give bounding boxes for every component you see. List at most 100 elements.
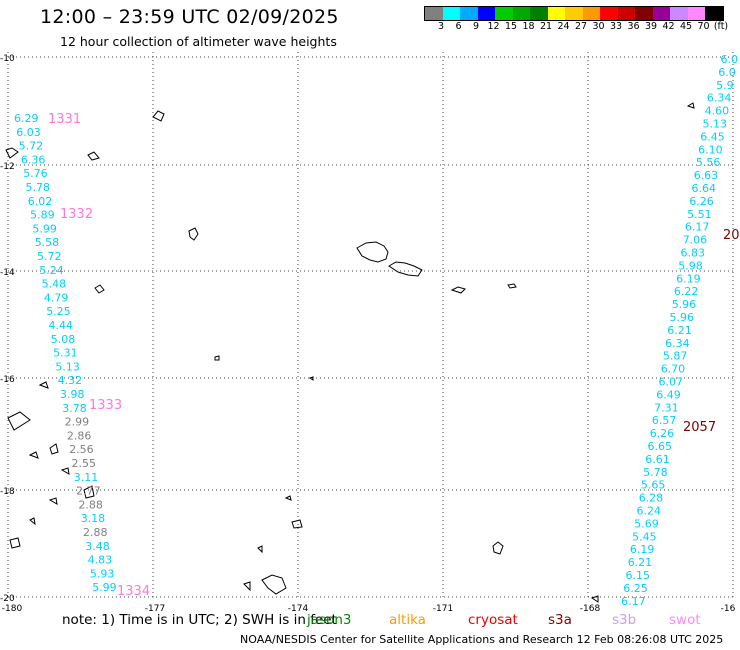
manua-island: [507, 283, 517, 289]
wave-height-value: 4.44: [49, 319, 74, 332]
colorbar-label: 6: [455, 21, 462, 32]
wave-height-value: 6.17: [621, 595, 646, 608]
axis-labels: -180 -177 -174 -171 -168 -16 -10 -12 -14 -16 -18 -2…: [0, 54, 736, 614]
wave-height-value: 2.86: [67, 429, 92, 442]
wave-height-value: 6.49: [656, 388, 681, 401]
small-island-niue: [492, 541, 504, 555]
wave-height-value: 6.25: [623, 582, 648, 595]
map-subtitle: 12 hour collection of altimeter wave hei…: [60, 34, 337, 49]
lau-island-h: [48, 497, 58, 505]
wave-height-value: 6.70: [661, 363, 686, 376]
lau-island-a: [38, 381, 49, 389]
lau-island-c: [49, 443, 59, 455]
wallis-island: [188, 227, 199, 241]
colorbar-cell: [495, 7, 513, 20]
colorbar-cell: [635, 7, 653, 20]
colorbar-cell: [670, 7, 688, 20]
colorbar-cell: [687, 7, 705, 20]
futuna-island: [94, 284, 105, 294]
satellite-legend-item: swot: [669, 612, 701, 628]
wave-height-value: 5.69: [634, 517, 659, 530]
colorbar-label: 21: [539, 21, 553, 32]
longitude-tick-label: -180: [2, 604, 23, 614]
wave-height-value: 7.06: [683, 234, 708, 247]
longitude-tick-label: -174: [288, 604, 309, 614]
pass-number-label: 1333: [89, 398, 122, 413]
wave-height-value: 5.48: [42, 278, 67, 291]
wave-height-value: 5.72: [19, 140, 43, 153]
tonga-island-e: [284, 495, 292, 501]
wave-height-value: 6.28: [639, 492, 664, 505]
small-island-north: [152, 110, 165, 122]
satellite-legend-item: altika: [389, 612, 426, 628]
wave-height-value: 2.56: [69, 443, 94, 456]
wave-height-value: 6.0: [721, 53, 739, 66]
pass-number-label: 2057: [683, 420, 716, 435]
colorbar-label: 24: [557, 21, 570, 32]
pass-labels: 1331 1332 1333 1334 20 2057: [48, 112, 740, 599]
wave-height-value: 5.56: [696, 156, 721, 169]
longitude-tick-label: -168: [580, 604, 601, 614]
colorbar-label: 42: [662, 21, 675, 32]
wave-height-value: 6.21: [667, 324, 692, 337]
wave-height-value: 6.34: [665, 337, 690, 350]
colorbar-label: 33: [609, 21, 623, 32]
wave-height-value: 6.65: [648, 440, 673, 453]
colorbar-cell: [617, 7, 635, 20]
wave-height-value: 6.22: [674, 285, 699, 298]
colorbar-label: 12: [487, 21, 500, 32]
wave-height-value: 6.29: [14, 112, 39, 125]
wave-height-value: 6.83: [681, 247, 706, 260]
satellite-legend-item: s3a: [548, 612, 572, 628]
fiji-coast-a: [5, 147, 19, 159]
wave-height-value: 6.26: [689, 195, 714, 208]
colorbar-cell: [600, 7, 618, 20]
colorbar-label: 30: [592, 21, 605, 32]
satellite-legend-item: s3b: [612, 612, 637, 628]
wave-height-value: 6.19: [630, 543, 655, 556]
pass-number-label: 20: [723, 228, 740, 243]
colorbar-cell: [442, 7, 460, 20]
colorbar-label: 3: [437, 21, 445, 32]
latitude-tick-label: -16: [0, 375, 15, 385]
lau-island-d: [60, 467, 70, 475]
wave-height-value: 5.99: [32, 222, 57, 235]
wave-height-value: 4.83: [88, 554, 113, 567]
tonga-island-a: [291, 519, 303, 529]
wave-height-value: 5.76: [23, 167, 48, 180]
wave-height-value: 6.07: [659, 376, 684, 389]
wave-height-value: 6.21: [628, 556, 653, 569]
wave-height-value: 3.48: [85, 540, 110, 553]
wave-height-value: 3.18: [81, 512, 106, 525]
samoa-savaii-island: [356, 241, 389, 263]
wave-height-value: 6.19: [676, 272, 701, 285]
east-pass-values: 6.06.05.96.344.605.136.456.105.566.636.6…: [621, 53, 738, 608]
wave-height-value: 5.96: [670, 311, 695, 324]
lau-island-g: [29, 517, 36, 526]
map-title: 12:00 – 23:59 UTC 02/09/2025: [40, 6, 339, 28]
colorbar-cell: [565, 7, 583, 20]
wave-height-value: 4.32: [58, 374, 82, 387]
satellite-legend-item: cryosat: [468, 612, 518, 628]
wave-height-value: 5.65: [641, 479, 666, 492]
small-islet-b: [308, 376, 314, 381]
wave-height-value: 6.15: [626, 569, 651, 582]
wave-height-value: 6.34: [707, 92, 732, 105]
wave-height-value: 6.45: [700, 130, 725, 143]
american-samoa-island: [450, 286, 466, 294]
wave-height-value: 6.57: [652, 414, 677, 427]
satellite-legend-item: jason3: [307, 612, 352, 628]
latitude-tick-label: -10: [0, 54, 15, 64]
wave-height-colorbar: [424, 6, 724, 21]
wave-height-value: 6.36: [21, 153, 46, 166]
colorbar-label: 39: [644, 21, 658, 32]
wave-height-value: 5.13: [55, 360, 80, 373]
wave-height-value: 4.79: [44, 291, 69, 304]
wave-height-value: 6.0: [718, 66, 736, 79]
wave-height-value: 5.96: [672, 298, 697, 311]
wave-height-value: 2.88: [83, 526, 108, 539]
wave-height-value: 2.99: [65, 416, 90, 429]
tonga-island-b: [261, 574, 287, 595]
colorbar-cell: [582, 7, 600, 20]
wave-height-value: 5.72: [37, 250, 62, 263]
